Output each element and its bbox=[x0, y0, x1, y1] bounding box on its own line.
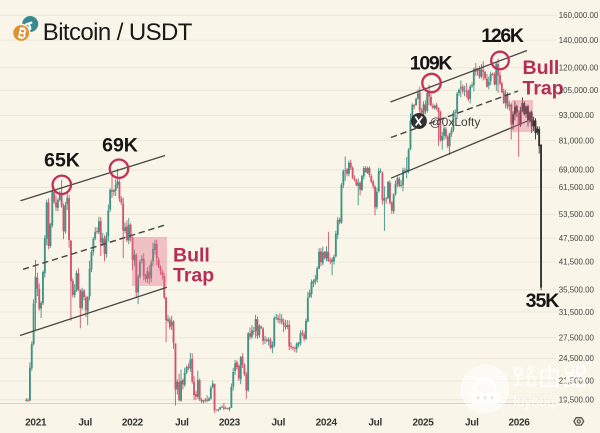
svg-text:61,500.00: 61,500.00 bbox=[559, 183, 595, 192]
svg-text:Jul: Jul bbox=[78, 418, 92, 429]
svg-text:2022: 2022 bbox=[122, 418, 144, 429]
svg-text:109K: 109K bbox=[410, 52, 453, 74]
svg-text:27,500.00: 27,500.00 bbox=[559, 333, 595, 342]
svg-text:53,500.00: 53,500.00 bbox=[559, 210, 595, 219]
svg-text:2023: 2023 bbox=[219, 418, 241, 429]
svg-text:160,000.00: 160,000.00 bbox=[559, 11, 599, 20]
svg-text:Jul: Jul bbox=[465, 418, 479, 429]
svg-text:Jul: Jul bbox=[272, 418, 286, 429]
svg-text:Trap: Trap bbox=[173, 265, 214, 287]
svg-text:Jul: Jul bbox=[175, 418, 189, 429]
svg-text:47,500.00: 47,500.00 bbox=[559, 234, 595, 243]
svg-text:35K: 35K bbox=[526, 290, 560, 312]
svg-text:126K: 126K bbox=[481, 25, 524, 47]
svg-text:@0xLofty: @0xLofty bbox=[430, 115, 481, 129]
svg-text:Trap: Trap bbox=[523, 78, 564, 100]
svg-text:140,000.00: 140,000.00 bbox=[559, 36, 599, 45]
svg-text:41,500.00: 41,500.00 bbox=[559, 258, 595, 267]
svg-text:81,000.00: 81,000.00 bbox=[559, 136, 595, 145]
svg-text:Jul: Jul bbox=[368, 418, 382, 429]
svg-text:69K: 69K bbox=[102, 135, 138, 157]
svg-text:2021: 2021 bbox=[25, 418, 47, 429]
svg-text:2026: 2026 bbox=[508, 418, 530, 429]
svg-text:luyouqi.c: luyouqi.c bbox=[514, 393, 569, 409]
svg-text:69,000.00: 69,000.00 bbox=[559, 166, 595, 175]
svg-text:120,000.00: 120,000.00 bbox=[559, 64, 599, 73]
svg-text:19,500.00: 19,500.00 bbox=[559, 396, 595, 405]
svg-text:105,000.00: 105,000.00 bbox=[559, 86, 599, 95]
svg-text:2025: 2025 bbox=[412, 418, 434, 429]
svg-text:65K: 65K bbox=[44, 150, 80, 172]
svg-text:Bull: Bull bbox=[523, 57, 560, 79]
svg-text:93,000.00: 93,000.00 bbox=[559, 111, 595, 120]
svg-text:35,500.00: 35,500.00 bbox=[559, 286, 595, 295]
svg-text:Bitcoin / USDT: Bitcoin / USDT bbox=[43, 19, 193, 46]
svg-text:24,500.00: 24,500.00 bbox=[559, 354, 595, 363]
svg-text:2024: 2024 bbox=[316, 418, 338, 429]
svg-text:31,500.00: 31,500.00 bbox=[559, 308, 595, 317]
svg-text:Bull: Bull bbox=[173, 245, 210, 267]
